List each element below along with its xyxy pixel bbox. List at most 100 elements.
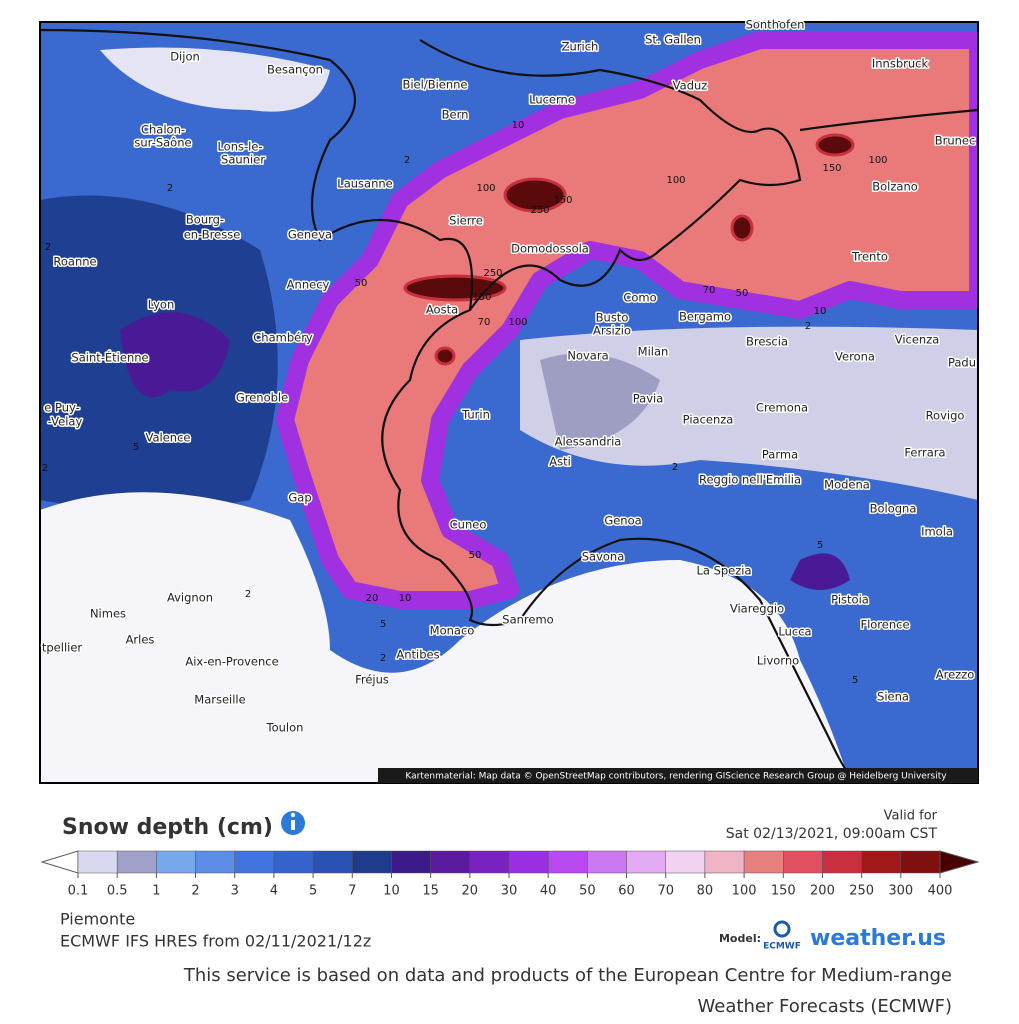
contour-label: 2 bbox=[672, 462, 678, 473]
legend-swatch bbox=[665, 850, 706, 874]
city-label: Roanne bbox=[53, 255, 96, 269]
city-label: Arezzo bbox=[936, 668, 975, 682]
city-label: Chambéry bbox=[253, 331, 313, 345]
city-label: e Puy- bbox=[44, 401, 80, 415]
city-label: Imola bbox=[921, 525, 953, 539]
contour-label: 5 bbox=[133, 442, 139, 453]
city-label: Bourg- bbox=[186, 213, 224, 227]
light-patch bbox=[100, 47, 330, 112]
city-label: Fréjus bbox=[355, 673, 389, 687]
city-label: Domodossola bbox=[511, 242, 589, 256]
city-label: Arsizio bbox=[593, 324, 631, 338]
city-label: Verona bbox=[835, 350, 875, 364]
city-label: Siena bbox=[877, 690, 909, 704]
contour-label: 10 bbox=[814, 306, 827, 317]
legend-tick-label: 250 bbox=[849, 884, 874, 899]
credit-line: Weather Forecasts (ECMWF) bbox=[698, 996, 952, 1017]
city-label: Ferrara bbox=[904, 446, 945, 460]
city-label: Gap bbox=[288, 491, 311, 505]
contour-label: 100 bbox=[476, 183, 495, 194]
legend-over bbox=[939, 850, 980, 874]
region: Piemonte bbox=[60, 910, 135, 929]
legend-swatch bbox=[391, 850, 431, 874]
city-label: Aix-en-Provence bbox=[185, 655, 278, 669]
legend-swatch bbox=[273, 850, 314, 874]
logo-brand: weather.us bbox=[810, 926, 946, 951]
contour-label: 5 bbox=[852, 675, 858, 686]
contour-label: 70 bbox=[478, 317, 491, 328]
city-label: Lons-le- bbox=[217, 140, 262, 154]
city-label: Como bbox=[623, 291, 656, 305]
contour-label: 2 bbox=[404, 155, 410, 166]
legend-swatch bbox=[234, 850, 275, 874]
city-label: Aosta bbox=[426, 303, 458, 317]
contour-label: 100 bbox=[868, 155, 887, 166]
legend-swatch bbox=[469, 850, 510, 874]
lowland-white bbox=[40, 492, 850, 783]
city-label: Florence bbox=[860, 618, 909, 632]
contour-label: 50 bbox=[736, 288, 749, 299]
contour-label: 150 bbox=[822, 163, 841, 174]
city-label: Genoa bbox=[604, 514, 641, 528]
city-label: Saint-Étienne bbox=[71, 350, 148, 365]
city-label: Savona bbox=[582, 550, 625, 564]
legend-swatch bbox=[312, 850, 353, 874]
city-label: Brescia bbox=[746, 335, 788, 349]
contour-label: 250 bbox=[483, 268, 502, 279]
legend-tick-label: 40 bbox=[540, 884, 557, 899]
legend-swatch bbox=[352, 850, 392, 874]
model-run: ECMWF IFS HRES from 02/11/2021/12z bbox=[60, 932, 371, 951]
city-label: Zurich bbox=[562, 40, 599, 54]
city-label: Trento bbox=[851, 250, 888, 264]
city-label: Alessandria bbox=[555, 435, 622, 449]
info-icon[interactable] bbox=[281, 811, 305, 835]
contour-label: 5 bbox=[817, 540, 823, 551]
contour-label: 150 bbox=[553, 195, 572, 206]
city-label: Besançon bbox=[267, 63, 323, 77]
legend-swatch bbox=[626, 850, 666, 874]
contour-label: 10 bbox=[399, 593, 412, 604]
alps-snow bbox=[276, 31, 978, 609]
legend-tick-label: 5 bbox=[309, 884, 317, 899]
city-label: Viareggio bbox=[730, 602, 784, 616]
legend-swatch bbox=[430, 850, 471, 874]
city-label: Livorno bbox=[757, 654, 799, 668]
legend-tick-label: 30 bbox=[501, 884, 518, 899]
city-label: Pavia bbox=[633, 392, 664, 406]
contour-label: 2 bbox=[167, 183, 173, 194]
legend-tick-label: 7 bbox=[348, 884, 356, 899]
legend-swatch bbox=[156, 850, 196, 874]
legend-tick-label: 3 bbox=[231, 884, 239, 899]
city-label: Cremona bbox=[756, 401, 808, 415]
contour-label: 70 bbox=[703, 285, 716, 296]
attribution-bg bbox=[378, 768, 978, 783]
contour-label: 2 bbox=[380, 653, 386, 664]
legend-tick-label: 100 bbox=[732, 884, 757, 899]
contour-label: 100 bbox=[508, 317, 527, 328]
city-label: Brunec bbox=[935, 134, 976, 148]
city-label: Valence bbox=[146, 431, 191, 445]
contour-label: 100 bbox=[666, 175, 685, 186]
city-label: Marseille bbox=[194, 693, 245, 707]
city-label: Lausanne bbox=[337, 177, 392, 191]
contour-label: 50 bbox=[469, 550, 482, 561]
legend-swatch bbox=[77, 850, 118, 874]
deep-snow bbox=[403, 133, 855, 366]
city-label: Busto bbox=[596, 311, 629, 325]
city-label: Sonthofen bbox=[746, 18, 805, 32]
city-label: Pistoia bbox=[831, 593, 869, 607]
logo-ecmwf: ECMWF bbox=[763, 942, 801, 952]
legend-tick-label: 50 bbox=[579, 884, 596, 899]
legend-swatch bbox=[900, 850, 941, 874]
credit-line: This service is based on data and produc… bbox=[183, 965, 952, 986]
purple-patch bbox=[120, 312, 230, 398]
contour-label: 2 bbox=[42, 463, 48, 474]
city-label: Annecy bbox=[287, 278, 330, 292]
contour-label: 2 bbox=[245, 589, 251, 600]
borders bbox=[40, 28, 978, 783]
legend-tick-label: 150 bbox=[771, 884, 796, 899]
legend-title: Snow depth (cm) bbox=[62, 815, 273, 840]
plain-grey bbox=[540, 353, 660, 450]
legend-swatch bbox=[783, 850, 823, 874]
city-label: Bern bbox=[442, 108, 469, 122]
